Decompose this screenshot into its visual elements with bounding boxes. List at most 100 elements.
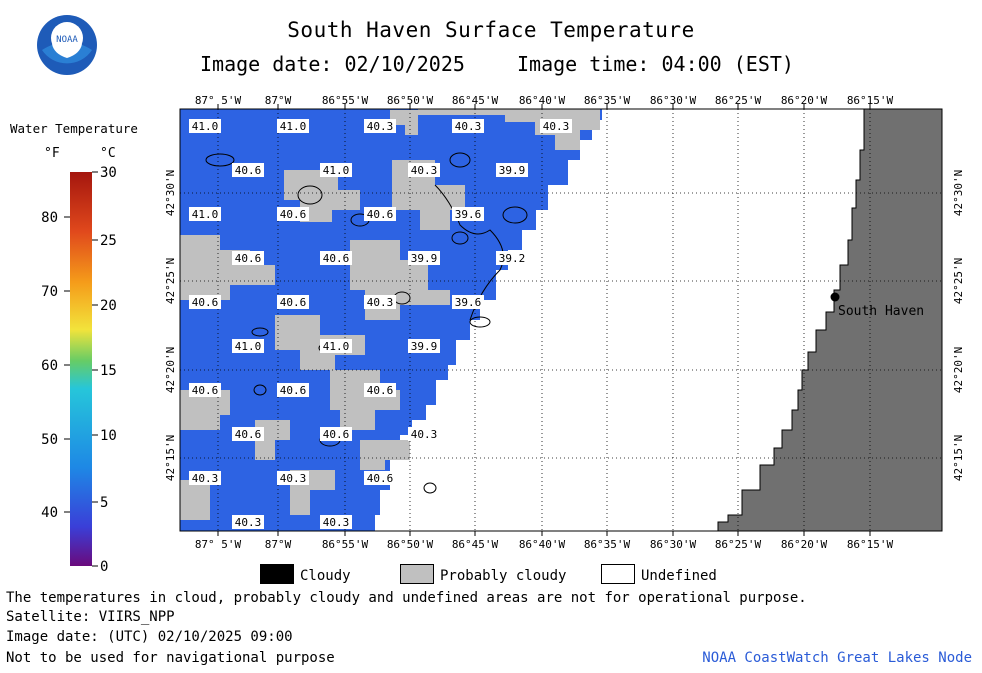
f-tick-label: 60 xyxy=(41,358,58,374)
c-tick-label: 15 xyxy=(100,363,117,379)
navigation-warning: Not to be used for navigational purpose xyxy=(6,650,335,666)
isotherm-contour xyxy=(451,231,469,245)
lon-label-bottom: 86°55'W xyxy=(322,538,369,551)
temp-label-bg xyxy=(364,383,396,397)
temp-label-bg xyxy=(320,427,352,441)
temp-label-bg xyxy=(320,163,352,177)
temp-label-bg xyxy=(232,251,264,265)
isotherm-contour xyxy=(423,482,437,494)
temp-label: 39.9 xyxy=(411,252,438,265)
lon-label-bottom: 86°35'W xyxy=(584,538,631,551)
lat-label-left: 42°15'N xyxy=(164,435,177,481)
lon-label-bottom: 87°W xyxy=(265,538,292,551)
lon-label-bottom: 86°50'W xyxy=(387,538,434,551)
legend-undefined-swatch xyxy=(601,564,635,584)
temp-label: 40.3 xyxy=(411,164,438,177)
legend-probably-cloudy-swatch xyxy=(400,564,434,584)
temp-label-bg xyxy=(232,339,264,353)
lon-label-top: 86°35'W xyxy=(584,94,631,107)
probably-cloudy-patch xyxy=(360,440,410,470)
isotherm-contour xyxy=(205,153,235,167)
credit-text: NOAA CoastWatch Great Lakes Node xyxy=(702,650,972,666)
temp-label: 40.3 xyxy=(367,120,394,133)
f-tick-label: 50 xyxy=(41,432,58,448)
temp-label-bg xyxy=(496,251,528,265)
legend-cloudy-label: Cloudy xyxy=(300,568,351,584)
temp-label-bg xyxy=(277,207,309,221)
city-label: South Haven xyxy=(838,304,924,319)
temp-label: 40.6 xyxy=(280,296,307,309)
legend-probably-cloudy-label: Probably cloudy xyxy=(440,568,567,584)
lon-label-top: 86°55'W xyxy=(322,94,369,107)
noaa-logo: NOAA xyxy=(37,15,97,75)
temp-label-bg xyxy=(189,207,221,221)
temp-label-bg xyxy=(320,339,352,353)
lon-label-top: 86°25'W xyxy=(715,94,762,107)
temp-label-bg xyxy=(277,119,309,133)
map: 87° 5'W 87° 5'W 87°W 87°W 86°55'W 86°55'W 86°5… xyxy=(164,94,965,551)
lon-label-bottom: 86°20'W xyxy=(781,538,828,551)
temp-label: 39.6 xyxy=(455,208,482,221)
temp-label-bg xyxy=(189,119,221,133)
c-tick-label: 25 xyxy=(100,233,117,249)
utc-date: Image date: (UTC) 02/10/2025 09:00 xyxy=(6,629,293,645)
temp-label-bg xyxy=(232,163,264,177)
satellite-name: Satellite: VIIRS_NPP xyxy=(6,609,175,625)
temp-label: 41.0 xyxy=(323,164,350,177)
temp-label-bg xyxy=(320,251,352,265)
lon-label-top: 86°15'W xyxy=(847,94,894,107)
temp-label: 41.0 xyxy=(235,340,262,353)
c-tick-label: 0 xyxy=(100,559,108,575)
c-tick-label: 10 xyxy=(100,428,117,444)
temp-label: 40.3 xyxy=(192,472,219,485)
temp-label: 40.6 xyxy=(367,208,394,221)
lon-label-top: 86°50'W xyxy=(387,94,434,107)
temp-label: 40.3 xyxy=(411,428,438,441)
logo-text: NOAA xyxy=(56,35,78,45)
temp-label-bg xyxy=(452,207,484,221)
temp-label: 39.9 xyxy=(411,340,438,353)
f-tick-label: 40 xyxy=(41,505,58,521)
temp-label: 40.6 xyxy=(280,384,307,397)
temp-label: 40.6 xyxy=(235,252,262,265)
temp-label-bg xyxy=(277,295,309,309)
image-date: Image date: 02/10/2025 xyxy=(200,52,465,76)
temp-label-bg xyxy=(189,471,221,485)
temp-label: 40.6 xyxy=(192,384,219,397)
temp-label-bg xyxy=(408,427,440,441)
temp-label-bg xyxy=(232,515,264,529)
temp-label-bg xyxy=(452,295,484,309)
temp-label: 40.6 xyxy=(192,296,219,309)
temp-label-bg xyxy=(189,383,221,397)
temp-label-bg xyxy=(452,119,484,133)
temp-label: 41.0 xyxy=(323,340,350,353)
temp-label: 40.6 xyxy=(280,208,307,221)
isotherm-contour xyxy=(449,152,471,168)
temp-label: 41.0 xyxy=(280,120,307,133)
lat-label-right: 42°30'N xyxy=(952,170,965,216)
c-tick-label: 20 xyxy=(100,298,117,314)
temp-label: 39.2 xyxy=(499,252,526,265)
image-time: Image time: 04:00 (EST) xyxy=(517,52,794,76)
temp-label: 40.3 xyxy=(543,120,570,133)
f-tick-label: 70 xyxy=(41,284,58,300)
temp-label: 40.3 xyxy=(323,516,350,529)
lat-label-right: 42°20'N xyxy=(952,347,965,393)
temp-label-bg xyxy=(540,119,572,133)
temp-label-bg xyxy=(189,295,221,309)
map-frame xyxy=(179,108,943,532)
lon-label-bottom: 86°25'W xyxy=(715,538,762,551)
lon-label-top: 87° 5'W xyxy=(195,94,242,107)
operational-note: The temperatures in cloud, probably clou… xyxy=(6,590,807,606)
probably-cloudy-patch xyxy=(390,110,418,135)
lon-label-top: 86°20'W xyxy=(781,94,828,107)
lat-label-right: 42°15'N xyxy=(952,435,965,481)
temp-label: 41.0 xyxy=(192,120,219,133)
legend-cloudy-swatch xyxy=(260,564,294,584)
temp-label: 40.6 xyxy=(367,472,394,485)
temp-label: 39.9 xyxy=(499,164,526,177)
temp-label-bg xyxy=(496,163,528,177)
temp-label: 40.3 xyxy=(280,472,307,485)
temp-label: 41.0 xyxy=(192,208,219,221)
